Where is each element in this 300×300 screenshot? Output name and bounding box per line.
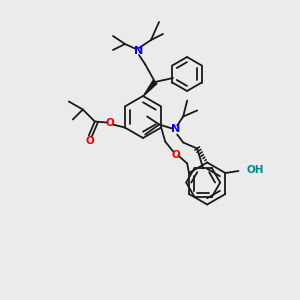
Text: N: N bbox=[171, 124, 180, 134]
Text: O: O bbox=[85, 136, 94, 146]
Text: O: O bbox=[105, 118, 114, 128]
Polygon shape bbox=[143, 80, 157, 96]
Text: O: O bbox=[172, 149, 181, 160]
Text: OH: OH bbox=[246, 165, 264, 175]
Text: N: N bbox=[134, 46, 144, 56]
